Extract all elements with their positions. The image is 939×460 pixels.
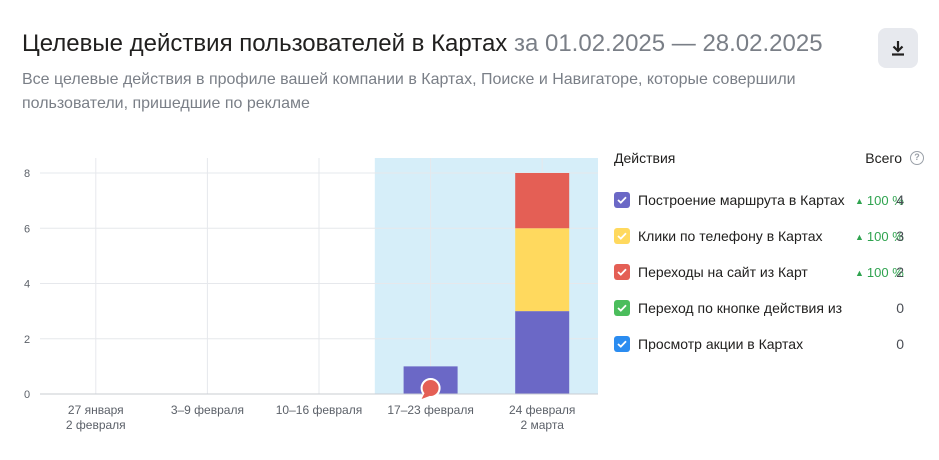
x-tick-label: 24 февраля — [509, 403, 575, 417]
page-subtitle: Все целевые действия в профиле вашей ком… — [22, 71, 796, 112]
x-tick-label: 3–9 февраля — [171, 403, 244, 417]
legend-checkbox[interactable] — [614, 336, 630, 352]
legend-total-header: Всего — [865, 150, 902, 166]
legend-checkbox[interactable] — [614, 300, 630, 316]
legend-item-delta: ▲ 100 % — [855, 192, 904, 208]
legend-item-count: 4 — [896, 192, 904, 208]
check-icon — [617, 196, 627, 204]
legend-item-count: 0 — [896, 300, 904, 316]
check-icon — [617, 232, 627, 240]
legend-item[interactable]: Просмотр акции в Картах 0 — [614, 326, 924, 362]
legend-item-count: 0 — [896, 336, 904, 352]
legend-item-count: 2 — [896, 264, 904, 280]
bar-segment — [515, 311, 570, 394]
comment-icon — [420, 378, 441, 398]
chart-legend: Действия Всего ? Построение маршрута в К… — [614, 148, 924, 362]
check-icon — [617, 304, 627, 312]
question-icon[interactable]: ? — [910, 151, 924, 165]
y-tick-label: 4 — [24, 279, 30, 291]
x-tick-label: 17–23 февраля — [387, 403, 473, 417]
legend-rows: Построение маршрута в Картах ▲ 100 % 4 Клики… — [614, 182, 924, 362]
legend-item-count: 3 — [896, 228, 904, 244]
legend-header: Действия Всего ? — [614, 148, 924, 168]
y-tick-label: 6 — [24, 223, 30, 235]
download-button[interactable] — [878, 28, 918, 68]
arrow-up-icon: ▲ — [855, 267, 864, 278]
legend-item-delta: ▲ 100 % — [855, 228, 904, 244]
check-icon — [617, 268, 627, 276]
legend-item[interactable]: Переходы на сайт из Карт ▲ 100 % 2 — [614, 254, 924, 290]
title-period: за 01.02.2025 — 28.02.2025 — [513, 30, 823, 57]
legend-item[interactable]: Клики по телефону в Картах ▲ 100 % 3 — [614, 218, 924, 254]
comment-tail — [421, 393, 430, 399]
x-tick-label: 2 февраля — [66, 418, 126, 432]
legend-item-label: Переходы на сайт из Карт — [638, 264, 808, 280]
annotation-marker[interactable] — [420, 378, 441, 399]
download-icon — [892, 41, 904, 56]
x-tick-label: 27 января — [68, 403, 124, 417]
legend-item[interactable]: Переход по кнопке действия из Карт 0 — [614, 290, 924, 326]
legend-actions-header: Действия — [614, 150, 676, 166]
y-tick-label: 8 — [24, 168, 30, 180]
legend-item-label: Переход по кнопке действия из Карт — [638, 300, 846, 316]
legend-item[interactable]: Построение маршрута в Картах ▲ 100 % 4 — [614, 182, 924, 218]
check-icon — [617, 340, 627, 348]
arrow-up-icon: ▲ — [855, 231, 864, 242]
x-tick-label: 10–16 февраля — [276, 403, 362, 417]
legend-item-label: Клики по телефону в Картах — [638, 228, 823, 244]
arrow-up-icon: ▲ — [855, 195, 864, 206]
legend-checkbox[interactable] — [614, 192, 630, 208]
legend-item-label: Построение маршрута в Картах — [638, 192, 845, 208]
legend-checkbox[interactable] — [614, 228, 630, 244]
legend-item-label: Просмотр акции в Картах — [638, 336, 804, 352]
title-text: Целевые действия пользователей в Картах — [22, 30, 508, 57]
bar-segment — [515, 173, 570, 229]
y-tick-label: 0 — [24, 389, 30, 401]
x-tick-label: 2 марта — [521, 418, 565, 432]
legend-item-delta: ▲ 100 % — [855, 264, 904, 280]
legend-checkbox[interactable] — [614, 264, 630, 280]
bar-segment — [515, 228, 570, 312]
y-tick-label: 2 — [24, 334, 30, 346]
page-title: Целевые действия пользователей в Картах … — [22, 29, 823, 59]
